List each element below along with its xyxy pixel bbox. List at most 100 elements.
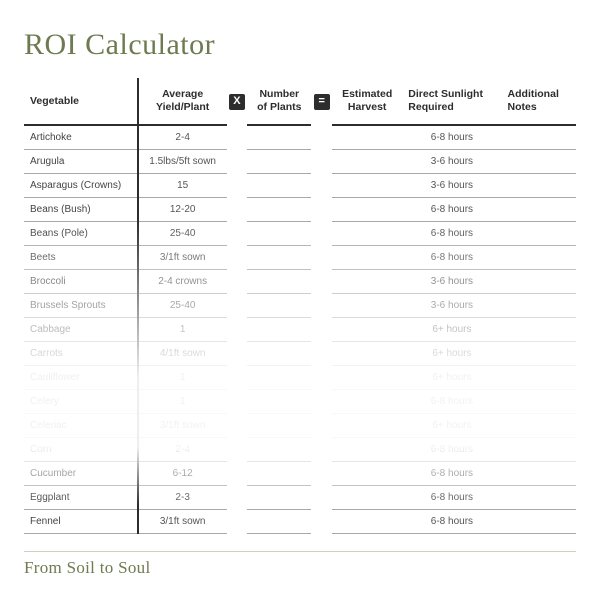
cell-op: [227, 149, 248, 173]
table-row: Celeriac3/1ft sown 6+ hours: [24, 413, 576, 437]
cell-sunlight: 6+ hours: [402, 365, 501, 389]
cell-sunlight: 6-8 hours: [402, 437, 501, 461]
col-notes: Additional Notes: [502, 78, 576, 125]
cell-sunlight: 6-8 hours: [402, 245, 501, 269]
cell-notes: [502, 125, 576, 149]
cell-notes: [502, 365, 576, 389]
col-equals: =: [311, 78, 332, 125]
cell-op: [227, 317, 248, 341]
cell-op: [227, 245, 248, 269]
cell-notes: [502, 461, 576, 485]
cell-num: [247, 509, 311, 533]
table-row: Corn2-46-8 hours: [24, 437, 576, 461]
col-harvest: Estimated Harvest: [332, 78, 402, 125]
cell-sunlight: 6-8 hours: [402, 197, 501, 221]
cell-num: [247, 173, 311, 197]
cell-num: [247, 197, 311, 221]
cell-notes: [502, 437, 576, 461]
cell-yield: 2-4 crowns: [138, 269, 227, 293]
table-row: Celery16-8 hours: [24, 389, 576, 413]
cell-harvest: [332, 317, 402, 341]
cell-op: [311, 245, 332, 269]
cell-yield: 2-4: [138, 437, 227, 461]
cell-yield: 1: [138, 365, 227, 389]
table-header-row: Vegetable Average Yield/Plant X Number o…: [24, 78, 576, 125]
cell-yield: 15: [138, 173, 227, 197]
cell-op: [311, 461, 332, 485]
cell-op: [227, 221, 248, 245]
cell-harvest: [332, 197, 402, 221]
cell-num: [247, 485, 311, 509]
cell-sunlight: 6-8 hours: [402, 125, 501, 149]
table-row: Fennel3/1ft sown6-8 hours: [24, 509, 576, 533]
cell-harvest: [332, 221, 402, 245]
cell-harvest: [332, 365, 402, 389]
footer-rule: [24, 551, 576, 552]
cell-yield: 25-40: [138, 293, 227, 317]
cell-op: [227, 365, 248, 389]
cell-sunlight: 3-6 hours: [402, 293, 501, 317]
cell-yield: 25-40: [138, 221, 227, 245]
cell-op: [227, 461, 248, 485]
roi-table: Vegetable Average Yield/Plant X Number o…: [24, 78, 576, 534]
cell-op: [311, 269, 332, 293]
col-vegetable: Vegetable: [24, 78, 138, 125]
cell-vegetable: Carrots: [24, 341, 138, 365]
cell-yield: 2-3: [138, 485, 227, 509]
cell-op: [227, 509, 248, 533]
cell-harvest: [332, 269, 402, 293]
cell-sunlight: 6-8 hours: [402, 389, 501, 413]
cell-vegetable: Eggplant: [24, 485, 138, 509]
cell-vegetable: Brussels Sprouts: [24, 293, 138, 317]
cell-op: [227, 437, 248, 461]
cell-vegetable: Beets: [24, 245, 138, 269]
cell-op: [311, 341, 332, 365]
cell-num: [247, 245, 311, 269]
cell-notes: [502, 389, 576, 413]
cell-op: [311, 365, 332, 389]
cell-yield: 1: [138, 317, 227, 341]
table-row: Eggplant2-36-8 hours: [24, 485, 576, 509]
cell-harvest: [332, 485, 402, 509]
cell-op: [311, 125, 332, 149]
cell-notes: [502, 173, 576, 197]
cell-yield: 6-12: [138, 461, 227, 485]
cell-vegetable: Celeriac: [24, 413, 138, 437]
table-row: Beans (Bush)12-206-8 hours: [24, 197, 576, 221]
cell-op: [227, 485, 248, 509]
cell-op: [227, 269, 248, 293]
cell-yield: 12-20: [138, 197, 227, 221]
cell-yield: 3/1ft sown: [138, 413, 227, 437]
cell-op: [227, 173, 248, 197]
cell-harvest: [332, 413, 402, 437]
footer-brand: From Soil to Soul: [24, 558, 151, 578]
table-row: Cabbage16+ hours: [24, 317, 576, 341]
cell-notes: [502, 509, 576, 533]
cell-num: [247, 269, 311, 293]
cell-op: [311, 437, 332, 461]
cell-num: [247, 389, 311, 413]
cell-num: [247, 413, 311, 437]
table-row: Asparagus (Crowns)153-6 hours: [24, 173, 576, 197]
table-row: Cucumber6-126-8 hours: [24, 461, 576, 485]
cell-harvest: [332, 509, 402, 533]
cell-op: [311, 293, 332, 317]
cell-yield: 1.5lbs/5ft sown: [138, 149, 227, 173]
cell-harvest: [332, 293, 402, 317]
cell-num: [247, 461, 311, 485]
cell-harvest: [332, 245, 402, 269]
cell-sunlight: 6+ hours: [402, 413, 501, 437]
cell-op: [311, 485, 332, 509]
cell-op: [227, 125, 248, 149]
cell-num: [247, 125, 311, 149]
cell-yield: 2-4: [138, 125, 227, 149]
cell-harvest: [332, 149, 402, 173]
cell-sunlight: 3-6 hours: [402, 173, 501, 197]
cell-op: [227, 389, 248, 413]
cell-op: [227, 197, 248, 221]
cell-op: [311, 509, 332, 533]
cell-notes: [502, 293, 576, 317]
cell-num: [247, 341, 311, 365]
col-yield: Average Yield/Plant: [138, 78, 227, 125]
cell-vegetable: Cucumber: [24, 461, 138, 485]
